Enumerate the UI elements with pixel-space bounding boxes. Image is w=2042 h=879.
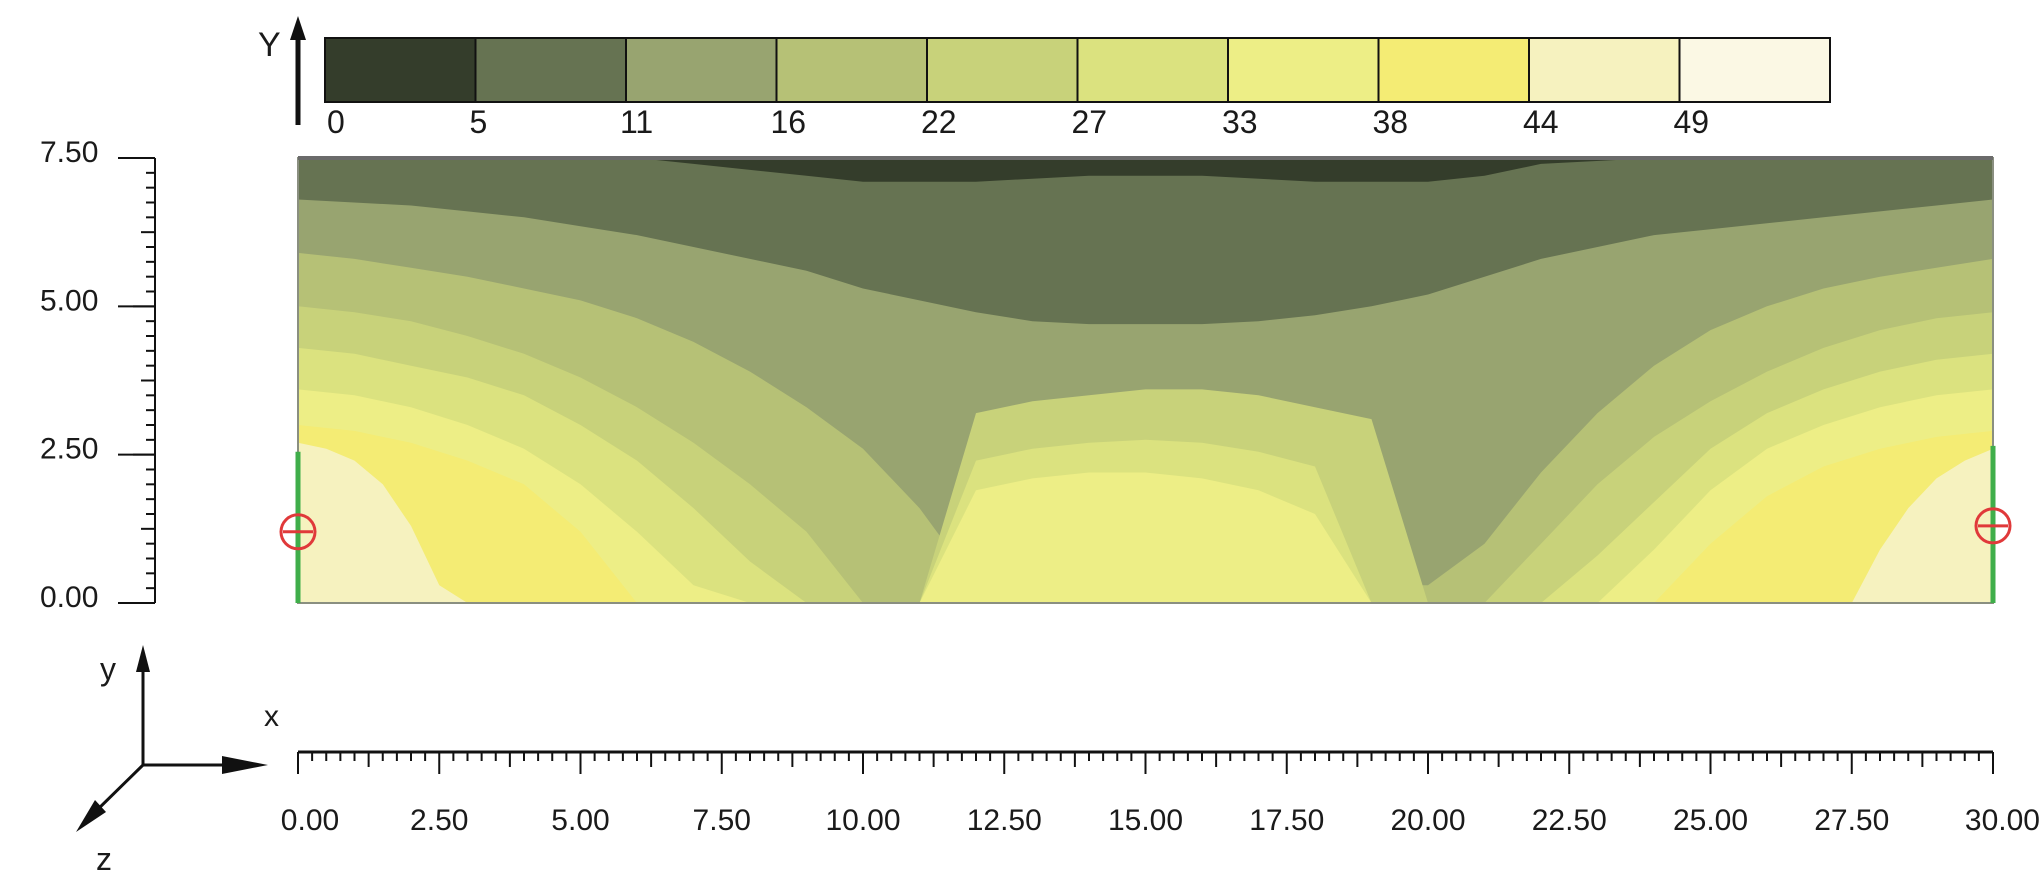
legend-swatch-0 bbox=[324, 37, 477, 103]
legend-swatch-9 bbox=[1678, 37, 1831, 103]
x-axis-tick-label: 17.50 bbox=[1249, 804, 1324, 837]
legend-tick-label: 44 bbox=[1523, 104, 1559, 140]
x-axis-tick-label: 27.50 bbox=[1814, 804, 1889, 837]
legend-swatch-1 bbox=[474, 37, 627, 103]
x-axis-tick-label: 2.50 bbox=[410, 804, 468, 837]
legend-tick-label: 5 bbox=[470, 104, 488, 140]
triad-y-label: y bbox=[100, 651, 116, 687]
legend-swatch-2 bbox=[625, 37, 778, 103]
support-marker-2 bbox=[1974, 507, 2012, 545]
legend-arrow-head bbox=[290, 16, 306, 40]
legend-swatch-3 bbox=[775, 37, 928, 103]
support-marker-1 bbox=[279, 513, 317, 551]
legend-tick-label: 49 bbox=[1674, 104, 1710, 140]
legend-swatch-7 bbox=[1377, 37, 1530, 103]
color-legend: Y 0 5 11 16 22 27 33 38 44 49 bbox=[258, 16, 1831, 140]
x-axis-tick-label: 15.00 bbox=[1108, 804, 1183, 837]
legend-swatch-5 bbox=[1076, 37, 1229, 103]
x-axis-tick-label: 0.00 bbox=[281, 804, 339, 837]
y-axis-tick-label: 5.00 bbox=[40, 284, 98, 317]
coordinate-triad: y z bbox=[76, 645, 268, 877]
triad-y-arrowhead bbox=[136, 645, 150, 672]
x-axis-tick-label: 25.00 bbox=[1673, 804, 1748, 837]
triad-x-arrowhead bbox=[222, 756, 268, 774]
legend-tick-label: 27 bbox=[1072, 104, 1108, 140]
x-axis-tick-label: 12.50 bbox=[967, 804, 1042, 837]
contour-band-6 bbox=[298, 389, 1993, 603]
legend-tick-label: 16 bbox=[771, 104, 807, 140]
plot-area bbox=[279, 156, 2012, 604]
legend-tick-label: 38 bbox=[1373, 104, 1409, 140]
legend-tick-label: 33 bbox=[1222, 104, 1258, 140]
x-axis-tick-label: 10.00 bbox=[825, 804, 900, 837]
triad-z-label: z bbox=[96, 841, 112, 877]
x-axis-tick-label: 30.00 bbox=[1965, 804, 2040, 837]
x-axis-tick-label: 5.00 bbox=[551, 804, 609, 837]
triad-z-arrowhead bbox=[76, 800, 106, 832]
x-axis-label: x bbox=[264, 700, 279, 733]
y-axis-tick-label: 7.50 bbox=[40, 136, 98, 169]
y-axis: 0.00 2.50 5.00 7.50 bbox=[40, 136, 156, 614]
y-axis-tick-label: 0.00 bbox=[40, 581, 98, 614]
legend-tick-label: 22 bbox=[921, 104, 957, 140]
legend-swatch-8 bbox=[1528, 37, 1681, 103]
y-axis-tick-label: 2.50 bbox=[40, 433, 98, 466]
legend-tick-label: 11 bbox=[620, 104, 653, 140]
legend-swatch-4 bbox=[926, 37, 1079, 103]
legend-tick-label: 0 bbox=[327, 104, 345, 140]
contour-band-7 bbox=[298, 425, 1993, 603]
legend-swatch-6 bbox=[1227, 37, 1380, 103]
x-axis-tick-label: 20.00 bbox=[1390, 804, 1465, 837]
legend-axis-letter: Y bbox=[258, 26, 281, 64]
x-axis: x 0.00 2.50 5.00 7.50 10.00 12.50 15.00 17.50 20… bbox=[264, 700, 2040, 837]
x-axis-tick-label: 22.50 bbox=[1532, 804, 1607, 837]
x-axis-tick-label: 7.50 bbox=[693, 804, 751, 837]
